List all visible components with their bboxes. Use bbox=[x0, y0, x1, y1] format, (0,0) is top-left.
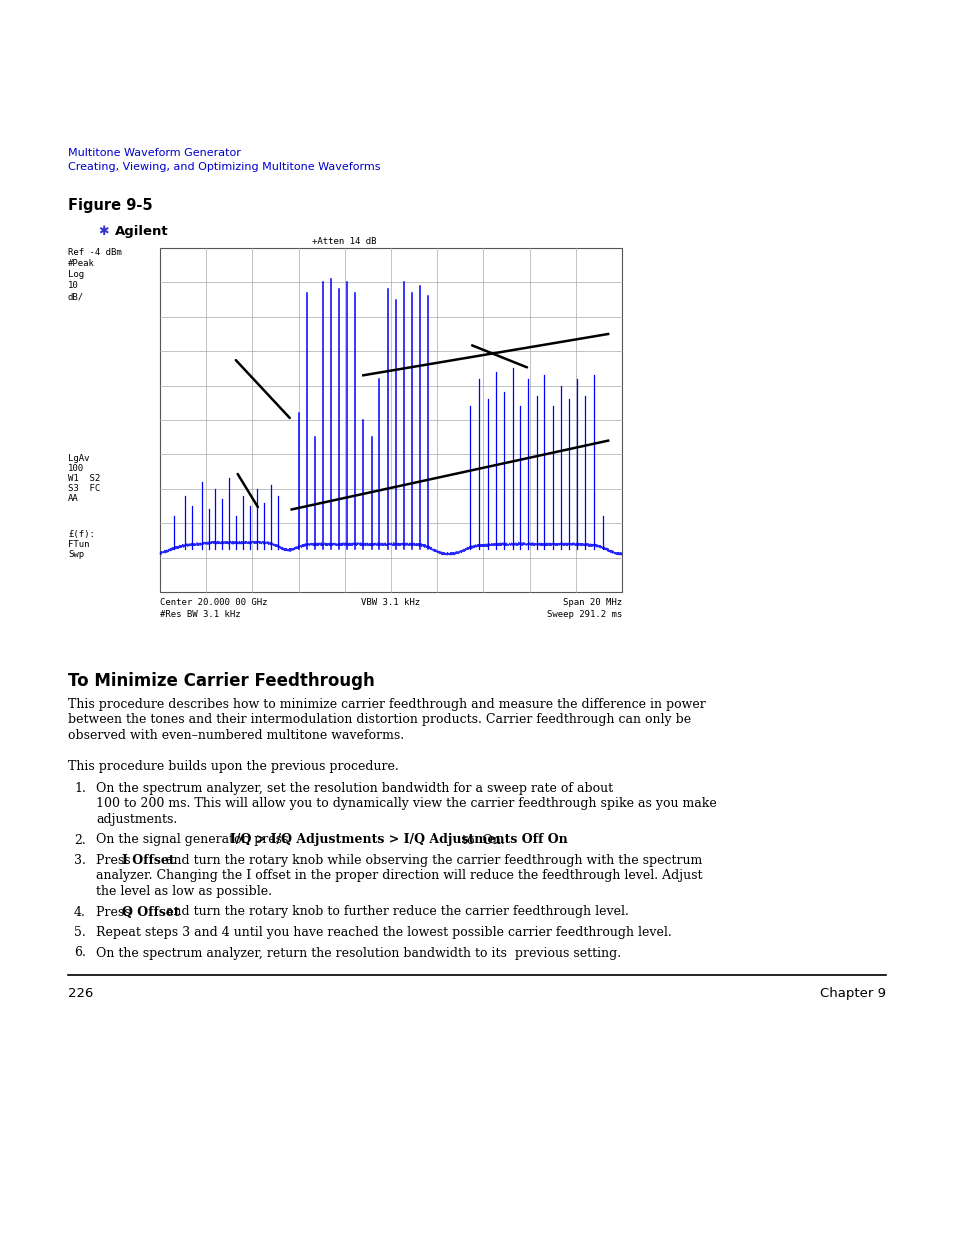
Text: and turn the rotary knob to further reduce the carrier feedthrough level.: and turn the rotary knob to further redu… bbox=[161, 905, 628, 919]
Text: Center 20.000 00 GHz: Center 20.000 00 GHz bbox=[160, 598, 267, 606]
Text: Span 20 MHz: Span 20 MHz bbox=[562, 598, 621, 606]
Text: 10: 10 bbox=[68, 282, 79, 290]
Text: and turn the rotary knob while observing the carrier feedthrough with the spectr: and turn the rotary knob while observing… bbox=[161, 853, 701, 867]
Text: Press: Press bbox=[96, 905, 134, 919]
Text: This procedure builds upon the previous procedure.: This procedure builds upon the previous … bbox=[68, 760, 398, 773]
Text: +Atten 14 dB: +Atten 14 dB bbox=[313, 237, 376, 246]
Text: Press: Press bbox=[96, 853, 134, 867]
Text: analyzer. Changing the I offset in the proper direction will reduce the feedthro: analyzer. Changing the I offset in the p… bbox=[96, 869, 701, 883]
Text: dB/: dB/ bbox=[68, 291, 84, 301]
Text: Agilent: Agilent bbox=[115, 225, 169, 238]
Text: observed with even–numbered multitone waveforms.: observed with even–numbered multitone wa… bbox=[68, 729, 404, 742]
Text: Ref -4 dBm: Ref -4 dBm bbox=[68, 248, 122, 257]
Text: 4.: 4. bbox=[74, 905, 86, 919]
Text: Multitone Waveform Generator: Multitone Waveform Generator bbox=[68, 148, 240, 158]
Text: Log: Log bbox=[68, 270, 84, 279]
Text: 226: 226 bbox=[68, 987, 93, 1000]
Text: Sweep 291.2 ms: Sweep 291.2 ms bbox=[546, 610, 621, 619]
Text: VBW 3.1 kHz: VBW 3.1 kHz bbox=[361, 598, 420, 606]
Text: To Minimize Carrier Feedthrough: To Minimize Carrier Feedthrough bbox=[68, 672, 375, 690]
Text: 1.: 1. bbox=[74, 782, 86, 795]
Text: Swp: Swp bbox=[68, 550, 84, 559]
Text: FTun: FTun bbox=[68, 540, 90, 550]
Text: to  On.: to On. bbox=[457, 834, 504, 846]
Text: Q Offset: Q Offset bbox=[122, 905, 179, 919]
Text: between the tones and their intermodulation distortion products. Carrier feedthr: between the tones and their intermodulat… bbox=[68, 714, 690, 726]
Text: 100: 100 bbox=[68, 464, 84, 473]
Text: ✱: ✱ bbox=[98, 225, 109, 238]
Text: Repeat steps 3 and 4 until you have reached the lowest possible carrier feedthro: Repeat steps 3 and 4 until you have reac… bbox=[96, 926, 671, 939]
Text: This procedure describes how to minimize carrier feedthrough and measure the dif: This procedure describes how to minimize… bbox=[68, 698, 705, 711]
Text: I Offset: I Offset bbox=[122, 853, 174, 867]
Text: 100 to 200 ms. This will allow you to dynamically view the carrier feedthrough s: 100 to 200 ms. This will allow you to dy… bbox=[96, 798, 716, 810]
Text: W1  S2: W1 S2 bbox=[68, 474, 100, 483]
Text: On the signal generator, press: On the signal generator, press bbox=[96, 834, 292, 846]
Text: 3.: 3. bbox=[74, 853, 86, 867]
Text: Creating, Viewing, and Optimizing Multitone Waveforms: Creating, Viewing, and Optimizing Multit… bbox=[68, 162, 380, 172]
Text: the level as low as possible.: the level as low as possible. bbox=[96, 885, 272, 898]
Text: On the spectrum analyzer, set the resolution bandwidth for a sweep rate of about: On the spectrum analyzer, set the resolu… bbox=[96, 782, 613, 795]
Text: 2.: 2. bbox=[74, 834, 86, 846]
Bar bbox=[160, 248, 621, 592]
Text: On the spectrum analyzer, return the resolution bandwidth to its  previous setti: On the spectrum analyzer, return the res… bbox=[96, 946, 620, 960]
Text: Chapter 9: Chapter 9 bbox=[820, 987, 885, 1000]
Text: Figure 9-5: Figure 9-5 bbox=[68, 198, 152, 212]
Text: #Peak: #Peak bbox=[68, 259, 94, 268]
Text: I/Q > I/Q Adjustments > I/Q Adjustments Off On: I/Q > I/Q Adjustments > I/Q Adjustments … bbox=[230, 834, 567, 846]
Text: adjustments.: adjustments. bbox=[96, 813, 177, 826]
Text: AA: AA bbox=[68, 494, 79, 504]
Text: LgAv: LgAv bbox=[68, 454, 90, 463]
Text: £(f):: £(f): bbox=[68, 530, 94, 540]
Text: 6.: 6. bbox=[74, 946, 86, 960]
Text: 5.: 5. bbox=[74, 926, 86, 939]
Text: #Res BW 3.1 kHz: #Res BW 3.1 kHz bbox=[160, 610, 240, 619]
Text: S3  FC: S3 FC bbox=[68, 484, 100, 494]
